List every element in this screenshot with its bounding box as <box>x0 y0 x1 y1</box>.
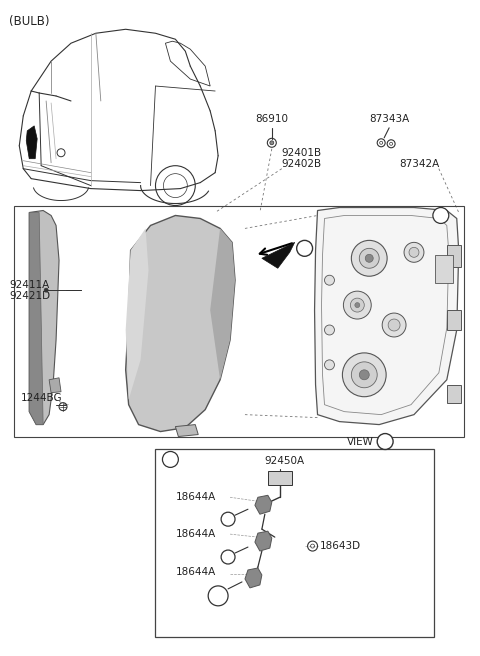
Circle shape <box>409 247 419 257</box>
Text: A: A <box>301 243 308 253</box>
Circle shape <box>324 325 335 335</box>
Circle shape <box>343 291 371 319</box>
Bar <box>435 255 453 283</box>
Circle shape <box>360 370 369 380</box>
Bar <box>447 310 461 330</box>
Polygon shape <box>210 228 235 380</box>
Text: 1244BG: 1244BG <box>21 393 63 403</box>
Polygon shape <box>314 207 459 424</box>
Bar <box>14 205 464 436</box>
Text: 87342A: 87342A <box>399 159 439 169</box>
Text: a: a <box>168 455 173 464</box>
Circle shape <box>433 207 449 224</box>
Text: 92421D: 92421D <box>9 291 50 301</box>
Bar <box>447 385 461 403</box>
Polygon shape <box>175 424 198 436</box>
Circle shape <box>44 288 48 292</box>
Circle shape <box>404 242 424 262</box>
Polygon shape <box>49 378 61 393</box>
Polygon shape <box>262 242 295 268</box>
Circle shape <box>355 302 360 308</box>
Text: 18644A: 18644A <box>175 492 216 502</box>
Text: 18644A: 18644A <box>175 529 216 539</box>
Polygon shape <box>29 211 59 424</box>
Text: 92411A: 92411A <box>9 280 49 290</box>
Polygon shape <box>26 126 37 159</box>
Text: 86910: 86910 <box>255 114 288 124</box>
Circle shape <box>162 451 179 468</box>
Circle shape <box>382 313 406 337</box>
Bar <box>447 245 461 267</box>
Circle shape <box>351 240 387 276</box>
Text: (BULB): (BULB) <box>9 15 50 28</box>
Circle shape <box>297 240 312 256</box>
Circle shape <box>377 434 393 449</box>
Circle shape <box>388 319 400 331</box>
Circle shape <box>324 360 335 370</box>
Circle shape <box>351 362 377 388</box>
Text: 18643D: 18643D <box>320 541 360 551</box>
Text: VIEW: VIEW <box>348 436 374 447</box>
Polygon shape <box>255 495 272 514</box>
Polygon shape <box>126 228 148 400</box>
Text: 92401B: 92401B <box>282 148 322 157</box>
Text: 18644A: 18644A <box>175 567 216 577</box>
Circle shape <box>270 141 274 145</box>
Text: 92450A: 92450A <box>265 457 305 466</box>
Circle shape <box>360 249 379 268</box>
Polygon shape <box>29 213 43 424</box>
Text: A: A <box>382 436 388 447</box>
Polygon shape <box>126 215 235 432</box>
Polygon shape <box>255 531 272 551</box>
Circle shape <box>350 298 364 312</box>
Text: a: a <box>438 211 444 220</box>
Text: 87343A: 87343A <box>369 114 409 124</box>
Circle shape <box>324 276 335 285</box>
Bar <box>268 472 292 485</box>
Bar <box>156 449 434 637</box>
Polygon shape <box>245 568 262 588</box>
Circle shape <box>342 353 386 397</box>
Circle shape <box>365 255 373 262</box>
Text: 92402B: 92402B <box>282 159 322 169</box>
